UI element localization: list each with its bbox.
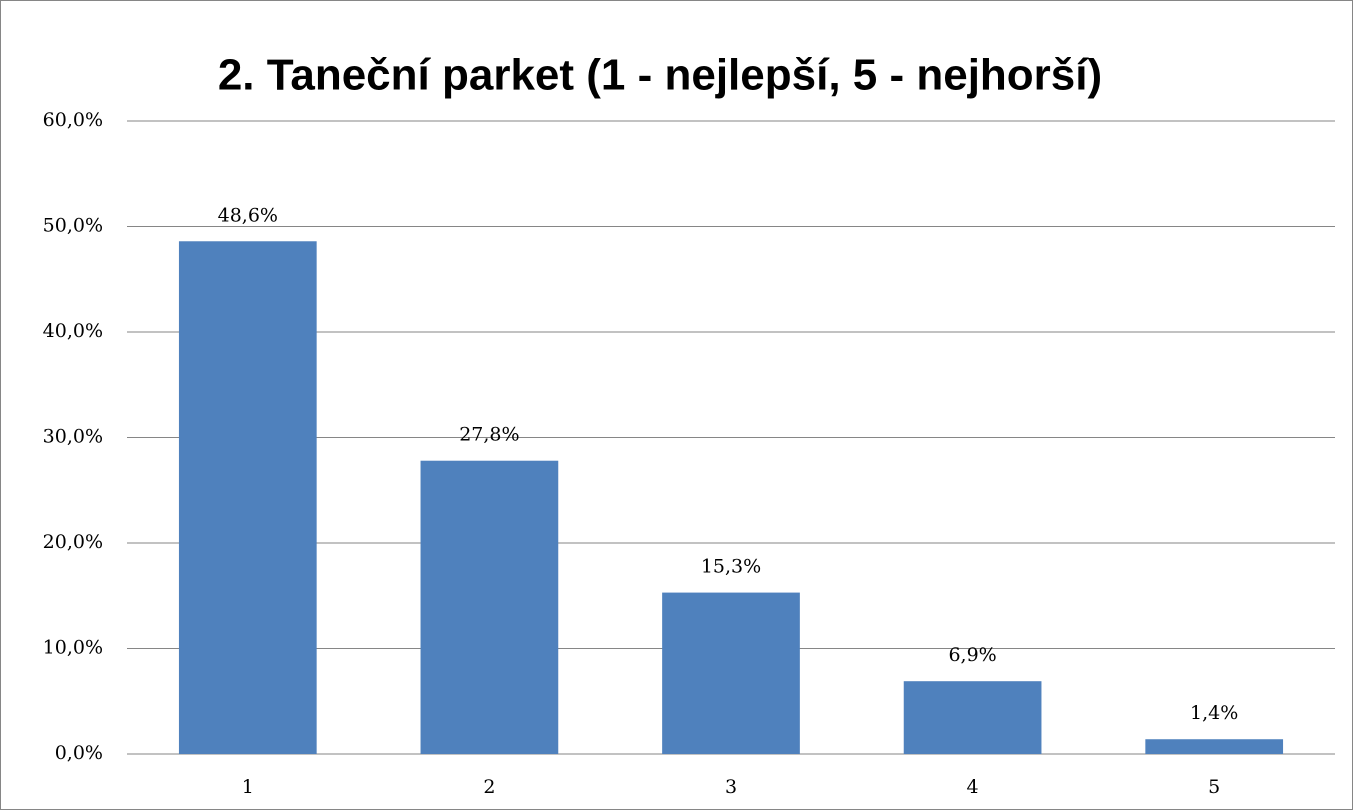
- bar: [662, 592, 800, 754]
- y-tick-label: 10,0%: [43, 637, 103, 659]
- y-tick-label: 0,0%: [55, 742, 103, 764]
- y-tick-label: 60,0%: [43, 109, 103, 131]
- x-tick-label: 2: [483, 776, 495, 798]
- data-label: 48,6%: [218, 204, 278, 226]
- x-tick-label: 1: [242, 776, 254, 798]
- y-tick-label: 20,0%: [43, 531, 103, 553]
- data-label: 1,4%: [1190, 702, 1238, 724]
- x-tick-label: 4: [967, 776, 979, 798]
- data-label: 15,3%: [701, 556, 761, 578]
- bar: [1145, 739, 1284, 754]
- y-tick-label: 40,0%: [43, 320, 103, 342]
- y-tick-label: 30,0%: [43, 426, 103, 448]
- y-tick-label: 50,0%: [43, 215, 103, 237]
- bar: [903, 681, 1042, 754]
- chart-title: 2. Taneční parket (1 - nejlepší, 5 - nej…: [218, 51, 1102, 100]
- x-tick-label: 3: [725, 776, 737, 798]
- bar: [420, 460, 559, 754]
- bar: [178, 241, 317, 754]
- data-label: 6,9%: [948, 644, 996, 666]
- data-label: 27,8%: [459, 424, 519, 446]
- x-tick-label: 5: [1208, 776, 1220, 798]
